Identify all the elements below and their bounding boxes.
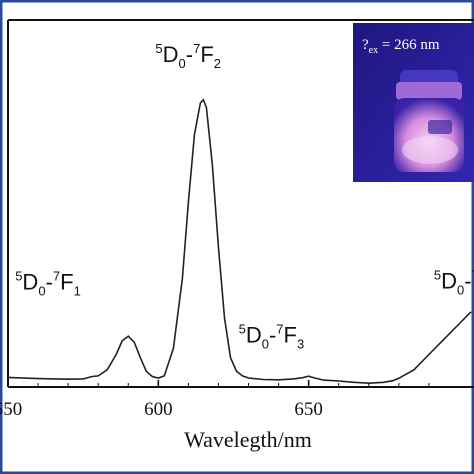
x-axis-ticks: 550 600 650	[0, 380, 430, 420]
peak-label-f3: 5D0-7F3	[239, 322, 305, 352]
x-tick-label: 550	[0, 399, 22, 420]
x-axis-label: Wavelegth/nm	[184, 427, 312, 452]
plot-frame	[7, 19, 474, 388]
peak-label-f2: 5D0-7F2	[155, 41, 221, 71]
emission-spectrum-line	[7, 98, 472, 385]
peak-annotations: 5D0-7F2 5D0-7F1 5D0-7F3 5D0-7F	[15, 41, 474, 352]
vial-icon	[394, 70, 464, 172]
inset-photo: ?ex = 266 nm	[353, 23, 474, 182]
x-tick-label: 650	[294, 399, 323, 420]
peak-label-f1: 5D0-7F1	[15, 269, 81, 299]
x-tick-label: 600	[144, 399, 173, 420]
peak-label-f4: 5D0-7F	[434, 268, 474, 298]
inset-label: ?ex = 266 nm	[362, 37, 440, 56]
